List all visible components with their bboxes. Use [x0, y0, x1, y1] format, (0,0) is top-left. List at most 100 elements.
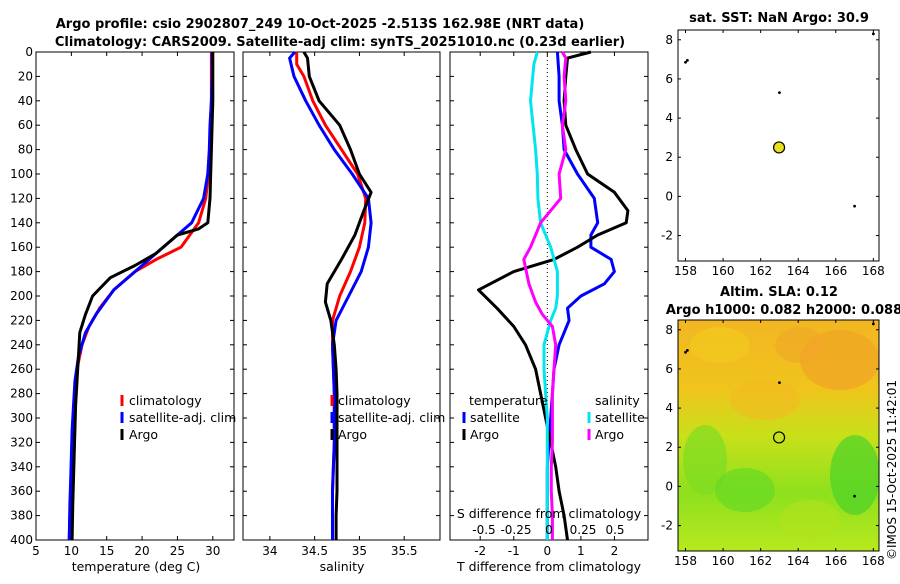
- s-tick-label: 0.25: [570, 523, 597, 537]
- legend-label-satellite: satellite-adj. clim: [129, 410, 236, 425]
- legend-label-climatology: climatology: [129, 393, 202, 408]
- argo-position-marker: [772, 141, 786, 154]
- temperature-panel: 0 20 40 60 80 100 120 140 160 180 200 220 240 260 280 3…: [10, 45, 234, 558]
- temperature-xlabel: temperature (deg C): [72, 559, 201, 574]
- island-dot: [685, 348, 689, 352]
- sla-map-frame: [677, 319, 880, 552]
- series-line-argo: [302, 51, 373, 540]
- island-dot: [853, 204, 856, 208]
- imos-watermark: ©IMOS 15-Oct-2025 11:42:01: [885, 380, 899, 560]
- y-tick-label: 0: [25, 45, 33, 59]
- difference-panel-frame: [449, 51, 649, 541]
- x-tick-label: 164: [787, 264, 810, 278]
- sst-map-title: sat. SST: NaN Argo: 30.9: [689, 11, 869, 26]
- island-dot: [871, 322, 875, 326]
- legend-title-salinity: salinity: [595, 393, 640, 408]
- y-tick-label: -2: [661, 229, 673, 243]
- island-dot: [778, 381, 781, 385]
- difference-xlabel: T difference from climatology: [456, 559, 642, 574]
- y-tick-label: 0: [665, 189, 673, 203]
- sla-patch: [830, 435, 879, 515]
- title-line-2: Climatology: CARS2009. Satellite-adj cli…: [55, 35, 625, 50]
- y-tick-label: 360: [10, 484, 33, 498]
- x-tick-label: 0: [544, 544, 552, 558]
- y-tick-label: 400: [10, 533, 33, 547]
- island-dot: [853, 494, 856, 498]
- x-tick-label: 164: [787, 554, 810, 568]
- legend-label-s-satellite: satellite: [595, 410, 645, 425]
- legend-label-t-argo: Argo: [470, 427, 499, 442]
- x-tick-label: -1: [508, 544, 520, 558]
- legend-label-s-argo: Argo: [595, 427, 624, 442]
- x-tick-label: 162: [749, 264, 772, 278]
- series-line-climatology: [295, 52, 368, 540]
- x-tick-label: 20: [134, 544, 149, 558]
- x-tick-label: 1: [577, 544, 585, 558]
- y-tick-label: 280: [10, 387, 33, 401]
- y-tick-label: 2: [665, 440, 673, 454]
- x-tick-label: -2: [474, 544, 486, 558]
- argo-position-marker: [772, 431, 786, 444]
- y-tick-label: 180: [10, 265, 33, 279]
- y-tick-label: 220: [10, 313, 33, 327]
- x-tick-label: 25: [170, 544, 185, 558]
- y-tick-label: 4: [665, 401, 673, 415]
- legend-label-climatology: climatology: [338, 393, 411, 408]
- difference-panel: -2 -1 0 1 2: [450, 50, 648, 558]
- y-tick-label: 80: [18, 143, 33, 157]
- x-tick-label: 35.5: [391, 544, 418, 558]
- y-tick-label: 20: [18, 69, 33, 83]
- sla-patch: [683, 425, 727, 495]
- salinity-xlabel: salinity: [320, 559, 365, 574]
- y-tick-label: 320: [10, 435, 33, 449]
- series-line-t-argo: [477, 50, 630, 541]
- sla-patch: [715, 468, 775, 512]
- sla-patch: [730, 380, 800, 420]
- y-tick-label: 4: [665, 111, 673, 125]
- island-dot: [685, 58, 689, 62]
- x-tick-label: 15: [99, 544, 114, 558]
- y-tick-label: 200: [10, 289, 33, 303]
- y-tick-label: 6: [665, 362, 673, 376]
- temperature-panel-frame: [35, 51, 235, 541]
- legend-label-t-satellite: satellite: [470, 410, 520, 425]
- x-tick-label: 35: [352, 544, 367, 558]
- s-tick-label: 0.5: [605, 523, 624, 537]
- sla-patch: [775, 327, 825, 363]
- x-tick-label: 168: [862, 264, 885, 278]
- x-tick-label: 168: [862, 554, 885, 568]
- sla-patch: [690, 327, 750, 363]
- x-tick-label: 166: [824, 264, 847, 278]
- y-tick-label: 40: [18, 94, 33, 108]
- y-tick-label: 140: [10, 216, 33, 230]
- y-tick-label: 6: [665, 72, 673, 86]
- legend-title-temperature: temperature: [469, 393, 548, 408]
- legend-label-argo: Argo: [129, 427, 158, 442]
- x-tick-label: 158: [674, 264, 697, 278]
- salinity-panel: 34 34.5 35 35.5: [243, 51, 440, 558]
- y-tick-label: 380: [10, 509, 33, 523]
- y-tick-label: 160: [10, 240, 33, 254]
- series-line-satellite-adj-clim: [288, 51, 373, 540]
- s-tick-label: 0: [545, 523, 553, 537]
- series-line-satellite-adj-clim: [67, 52, 214, 541]
- s-tick-label: -0.5: [472, 523, 495, 537]
- island-dot: [778, 91, 781, 95]
- x-tick-label: 34: [262, 544, 277, 558]
- series-line-argo: [70, 52, 215, 541]
- x-tick-label: 30: [205, 544, 220, 558]
- x-tick-label: 10: [64, 544, 79, 558]
- x-tick-label: 160: [712, 264, 735, 278]
- x-tick-label: 166: [824, 554, 847, 568]
- sla-map: 158 160 162 164 166 168 -2 0 2 4 6 8: [661, 320, 885, 568]
- y-tick-label: 0: [665, 479, 673, 493]
- s-difference-ticks: -0.5 -0.25 0 0.25 0.5: [472, 523, 624, 537]
- series-line-t-satellite: [545, 51, 616, 540]
- series-line-climatology: [67, 52, 213, 541]
- x-tick-label: 160: [712, 554, 735, 568]
- salinity-panel-frame: [242, 51, 441, 541]
- y-tick-label: 260: [10, 362, 33, 376]
- temperature-legend: climatology satellite-adj. clim Argo: [120, 393, 236, 442]
- difference-legend-temperature: temperature satellite Argo: [462, 393, 548, 442]
